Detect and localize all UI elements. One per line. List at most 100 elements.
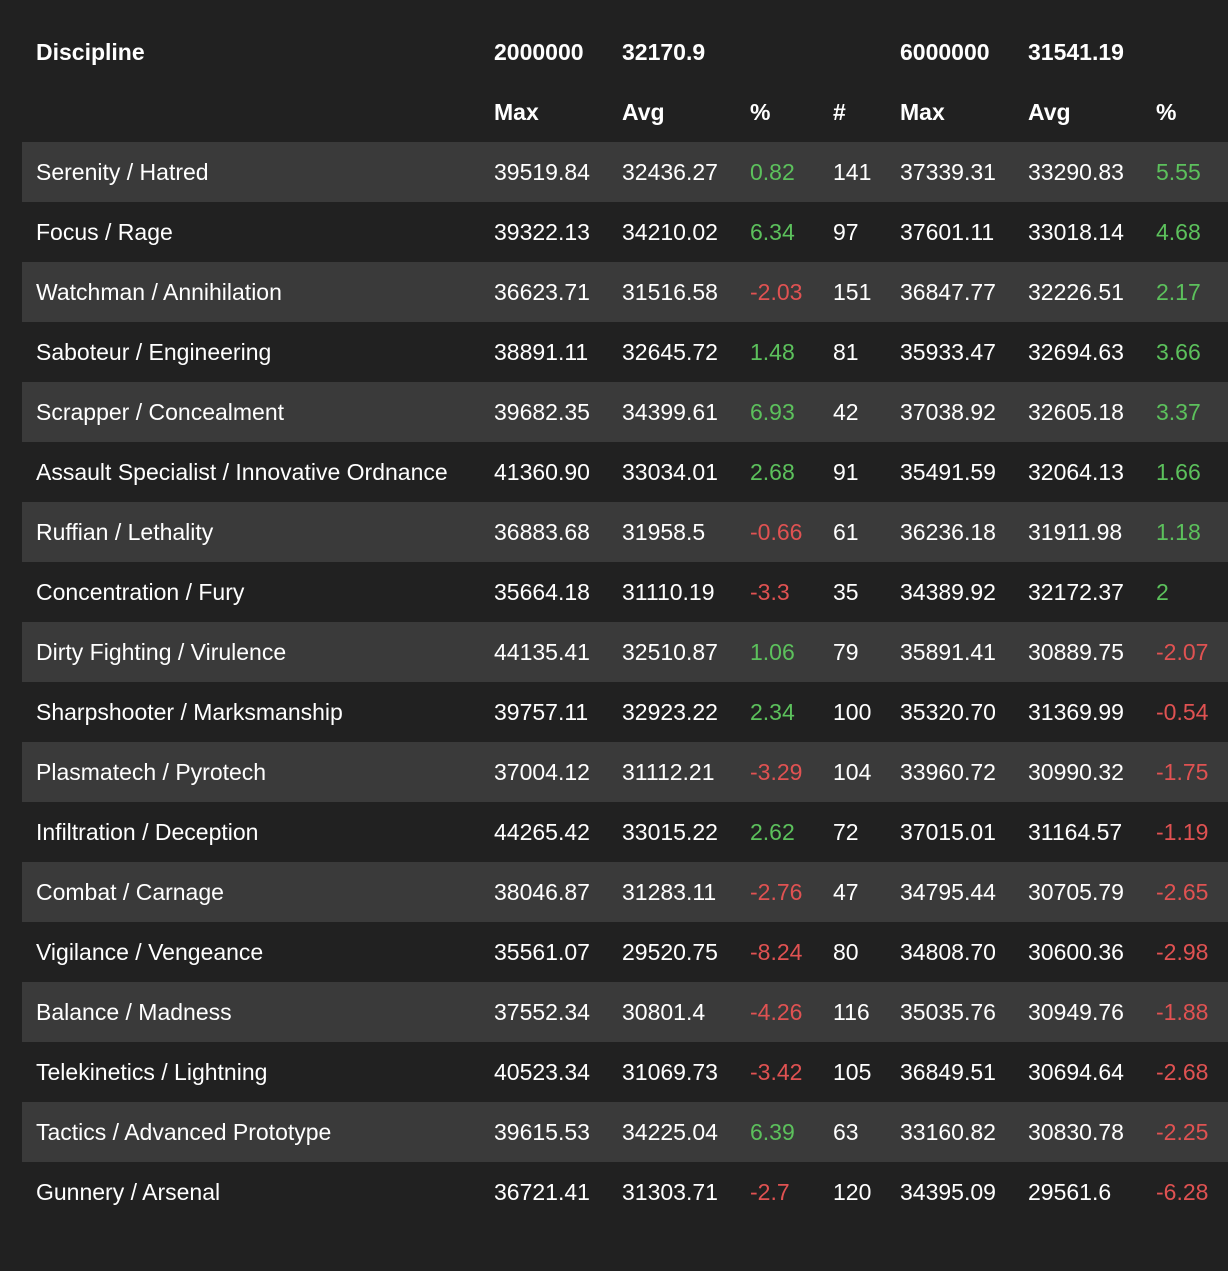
count-cell: 81 [833,338,859,365]
count-cell: 80 [833,938,859,965]
avg1-cell: 31069.73 [622,1058,718,1085]
pct2-cell: 3.66 [1156,338,1201,365]
avg1-cell: 31958.5 [622,518,706,545]
pct1-cell: -4.26 [750,998,803,1025]
pct1-cell: 1.06 [750,638,795,665]
table-row: Sharpshooter / Marksmanship 39757.11 32923… [22,682,1228,742]
max1-cell: 41360.90 [494,458,590,485]
max1-cell: 36623.71 [494,278,590,305]
count-cell: 63 [833,1118,859,1145]
pct1-cell: -2.03 [750,278,803,305]
max2-cell: 37015.01 [900,818,996,845]
avg2-cell: 31369.99 [1028,698,1124,725]
max1-cell: 39682.35 [494,398,590,425]
table-row: Vigilance / Vengeance 35561.07 29520.75 -8.… [22,922,1228,982]
max1-cell: 39615.53 [494,1118,590,1145]
pct2-cell: -1.75 [1156,758,1209,785]
table-row: Gunnery / Arsenal 36721.41 31303.71 -2.7 120… [22,1162,1228,1222]
header-empty-cell [736,22,819,82]
header-row-columns: Max Avg % # Max Avg % [22,82,1228,142]
pct2-cell: 2 [1156,578,1169,605]
pct1-cell: -3.3 [750,578,790,605]
discipline-cell: Plasmatech / Pyrotech [36,758,267,785]
table-row: Telekinetics / Lightning 40523.34 31069.73… [22,1042,1228,1102]
max1-cell: 35664.18 [494,578,590,605]
discipline-cell: Ruffian / Lethality [36,518,214,545]
count-header[interactable]: # [833,98,846,125]
avg1-cell: 32436.27 [622,158,718,185]
pct2-cell: 1.66 [1156,458,1201,485]
avg2-cell: 32172.37 [1028,578,1124,605]
avg2-cell: 30694.64 [1028,1058,1124,1085]
discipline-cell: Balance / Madness [36,998,232,1025]
count-cell: 47 [833,878,859,905]
avg2-cell: 32226.51 [1028,278,1124,305]
pct2-cell: -2.25 [1156,1118,1209,1145]
avg1-header[interactable]: Avg [622,98,665,125]
pct2-cell: -0.54 [1156,698,1209,725]
avg1-cell: 31283.11 [622,878,717,905]
avg2-header[interactable]: Avg [1028,98,1071,125]
max2-cell: 37038.92 [900,398,996,425]
table-row: Concentration / Fury 35664.18 31110.19 -3.3… [22,562,1228,622]
discipline-cell: Scrapper / Concealment [36,398,285,425]
count-cell: 35 [833,578,859,605]
discipline-cell: Watchman / Annihilation [36,278,282,305]
count-cell: 116 [833,998,870,1025]
table-row: Dirty Fighting / Virulence 44135.41 32510.… [22,622,1228,682]
pct1-cell: -2.76 [750,878,803,905]
max1-header[interactable]: Max [494,98,539,125]
table-row: Combat / Carnage 38046.87 31283.11 -2.76 47 3… [22,862,1228,922]
max2-cell: 33960.72 [900,758,996,785]
count-cell: 61 [833,518,859,545]
count-cell: 72 [833,818,859,845]
table-row: Balance / Madness 37552.34 30801.4 -4.26 116… [22,982,1228,1042]
table-row: Infiltration / Deception 44265.42 33015.22… [22,802,1228,862]
pct2-cell: 4.68 [1156,218,1201,245]
avg2-cell: 31911.98 [1028,518,1123,545]
discipline-cell: Focus / Rage [36,218,173,245]
pct2-cell: 2.17 [1156,278,1201,305]
pct1-header[interactable]: % [750,98,771,125]
avg1-cell: 33015.22 [622,818,718,845]
stats-table-container: Discipline 2000000 32170.9 6000000 31541… [22,22,1228,1222]
group1-avg-value: 32170.9 [622,38,706,65]
pct1-cell: 6.34 [750,218,795,245]
max1-cell: 44135.41 [494,638,590,665]
pct2-header[interactable]: % [1156,98,1177,125]
table-row: Tactics / Advanced Prototype 39615.53 3422… [22,1102,1228,1162]
max2-cell: 36236.18 [900,518,996,545]
pct1-cell: 2.34 [750,698,795,725]
max2-header[interactable]: Max [900,98,945,125]
discipline-cell: Telekinetics / Lightning [36,1058,268,1085]
max1-cell: 36721.41 [494,1178,590,1205]
max2-cell: 35933.47 [900,338,996,365]
max2-cell: 36847.77 [900,278,996,305]
discipline-cell: Combat / Carnage [36,878,224,905]
table-row: Serenity / Hatred 39519.84 32436.27 0.82 141… [22,142,1228,202]
header-empty-cell [819,22,886,82]
table-row: Watchman / Annihilation 36623.71 31516.58 -… [22,262,1228,322]
discipline-cell: Vigilance / Vengeance [36,938,264,965]
pct1-cell: -0.66 [750,518,803,545]
max2-cell: 37601.11 [900,218,995,245]
table-row: Scrapper / Concealment 39682.35 34399.61 6.… [22,382,1228,442]
pct2-cell: -2.65 [1156,878,1209,905]
avg1-cell: 33034.01 [622,458,718,485]
pct2-cell: 5.55 [1156,158,1201,185]
avg1-cell: 32923.22 [622,698,718,725]
pct1-cell: 6.93 [750,398,795,425]
count-cell: 42 [833,398,859,425]
max2-cell: 34389.92 [900,578,996,605]
count-cell: 105 [833,1058,872,1085]
avg2-cell: 30889.75 [1028,638,1124,665]
avg2-cell: 32605.18 [1028,398,1124,425]
avg2-cell: 32694.63 [1028,338,1124,365]
discipline-header[interactable]: Discipline [36,38,145,65]
avg2-cell: 32064.13 [1028,458,1124,485]
pct2-cell: -2.07 [1156,638,1209,665]
max2-cell: 34395.09 [900,1178,996,1205]
max1-cell: 38046.87 [494,878,590,905]
max1-cell: 37004.12 [494,758,590,785]
discipline-cell: Saboteur / Engineering [36,338,272,365]
